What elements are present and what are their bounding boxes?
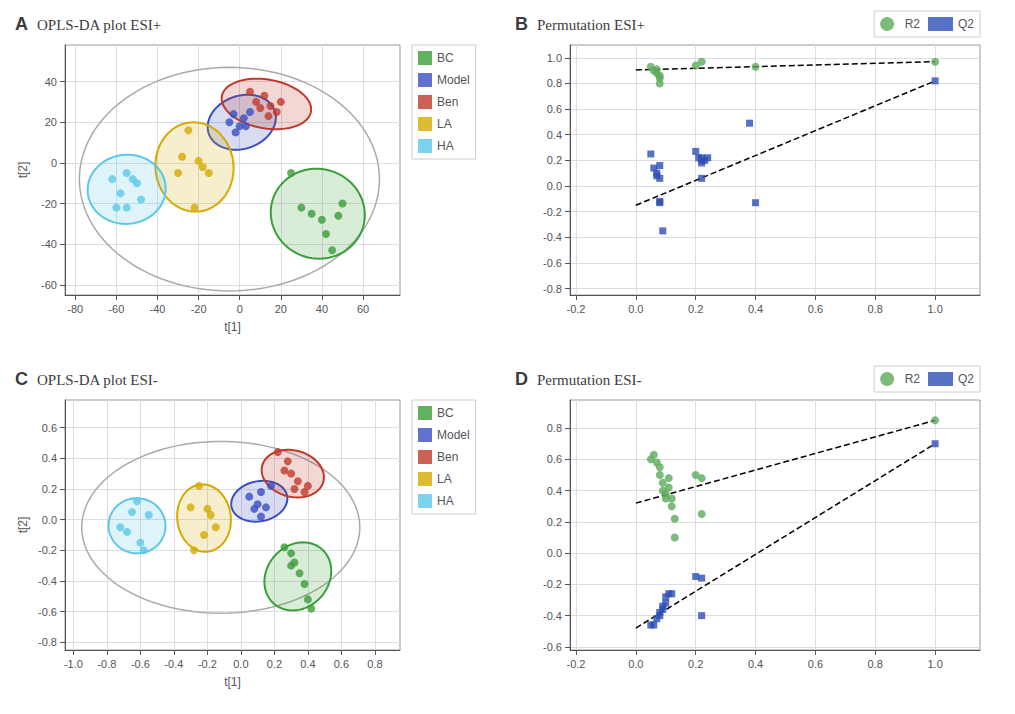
svg-text:t[2]: t[2]	[16, 162, 30, 179]
svg-text:0.4: 0.4	[42, 452, 57, 464]
svg-text:0.8: 0.8	[547, 77, 562, 89]
svg-text:0.0: 0.0	[233, 658, 248, 670]
svg-text:-0.2: -0.2	[198, 658, 217, 670]
svg-text:Q2: Q2	[958, 17, 974, 31]
svg-text:-0.8: -0.8	[97, 658, 116, 670]
svg-text:Ben: Ben	[437, 95, 458, 109]
svg-text:-0.6: -0.6	[543, 257, 562, 269]
svg-text:Model: Model	[437, 73, 470, 87]
svg-text:-0.6: -0.6	[38, 606, 57, 618]
svg-text:-20: -20	[41, 198, 57, 210]
svg-text:D: D	[515, 369, 528, 389]
svg-text:-0.8: -0.8	[543, 283, 562, 295]
svg-text:-60: -60	[41, 279, 57, 291]
svg-text:0.6: 0.6	[808, 658, 823, 670]
svg-text:-0.4: -0.4	[164, 658, 183, 670]
svg-text:t[1]: t[1]	[224, 675, 241, 689]
svg-text:0.8: 0.8	[868, 658, 883, 670]
svg-text:-0.4: -0.4	[543, 231, 562, 243]
svg-text:0.2: 0.2	[688, 303, 703, 315]
svg-text:0.6: 0.6	[334, 658, 349, 670]
svg-text:0.0: 0.0	[547, 180, 562, 192]
svg-text:-0.4: -0.4	[38, 575, 57, 587]
svg-text:Permutation ESI+: Permutation ESI+	[537, 17, 645, 33]
svg-text:HA: HA	[437, 494, 454, 508]
svg-text:0.8: 0.8	[868, 303, 883, 315]
svg-text:0.2: 0.2	[547, 516, 562, 528]
svg-text:LA: LA	[437, 117, 452, 131]
svg-text:R2: R2	[905, 372, 921, 386]
svg-text:0.8: 0.8	[367, 658, 382, 670]
svg-text:0.4: 0.4	[748, 658, 763, 670]
svg-text:0.4: 0.4	[547, 485, 562, 497]
svg-text:0.6: 0.6	[808, 303, 823, 315]
svg-text:0.2: 0.2	[547, 154, 562, 166]
svg-text:BC: BC	[437, 51, 454, 65]
svg-text:-0.6: -0.6	[543, 641, 562, 653]
svg-text:Permutation ESI-: Permutation ESI-	[537, 372, 642, 388]
svg-text:0: 0	[51, 157, 57, 169]
svg-text:0.6: 0.6	[42, 422, 57, 434]
svg-text:0.4: 0.4	[748, 303, 763, 315]
svg-text:1.0: 1.0	[547, 52, 562, 64]
svg-text:-0.2: -0.2	[38, 544, 57, 556]
svg-text:0.4: 0.4	[547, 129, 562, 141]
svg-text:A: A	[15, 14, 28, 34]
svg-text:OPLS-DA plot ESI-: OPLS-DA plot ESI-	[37, 372, 158, 388]
svg-text:60: 60	[357, 303, 369, 315]
svg-text:-40: -40	[41, 238, 57, 250]
svg-text:0.6: 0.6	[547, 453, 562, 465]
svg-text:0.8: 0.8	[547, 422, 562, 434]
svg-text:OPLS-DA plot ESI+: OPLS-DA plot ESI+	[37, 17, 161, 33]
svg-text:t[2]: t[2]	[16, 517, 30, 534]
svg-text:-1.0: -1.0	[64, 658, 83, 670]
svg-text:-0.2: -0.2	[567, 303, 586, 315]
svg-text:-0.4: -0.4	[543, 610, 562, 622]
svg-text:-0.2: -0.2	[543, 206, 562, 218]
svg-text:0.0: 0.0	[628, 658, 643, 670]
svg-text:Ben: Ben	[437, 450, 458, 464]
svg-text:1.0: 1.0	[927, 658, 942, 670]
svg-text:40: 40	[45, 76, 57, 88]
svg-text:-40: -40	[150, 303, 166, 315]
svg-text:-0.8: -0.8	[38, 636, 57, 648]
svg-text:-0.6: -0.6	[131, 658, 150, 670]
svg-text:HA: HA	[437, 139, 454, 153]
svg-text:B: B	[515, 14, 528, 34]
svg-text:0.0: 0.0	[628, 303, 643, 315]
svg-text:20: 20	[275, 303, 287, 315]
svg-text:0.4: 0.4	[300, 658, 315, 670]
svg-text:Model: Model	[437, 428, 470, 442]
svg-text:0.2: 0.2	[42, 483, 57, 495]
svg-text:0.6: 0.6	[547, 103, 562, 115]
svg-text:Q2: Q2	[958, 372, 974, 386]
svg-text:-20: -20	[191, 303, 207, 315]
svg-text:LA: LA	[437, 472, 452, 486]
svg-text:t[1]: t[1]	[224, 320, 241, 334]
svg-text:-0.2: -0.2	[543, 578, 562, 590]
svg-text:0.2: 0.2	[688, 658, 703, 670]
svg-text:0.0: 0.0	[547, 547, 562, 559]
svg-text:R2: R2	[905, 17, 921, 31]
svg-text:C: C	[15, 369, 28, 389]
svg-text:0: 0	[237, 303, 243, 315]
svg-text:0.2: 0.2	[267, 658, 282, 670]
svg-text:0.0: 0.0	[42, 514, 57, 526]
svg-text:-60: -60	[108, 303, 124, 315]
svg-text:BC: BC	[437, 406, 454, 420]
svg-text:-0.2: -0.2	[567, 658, 586, 670]
svg-text:40: 40	[316, 303, 328, 315]
svg-text:-80: -80	[67, 303, 83, 315]
svg-text:1.0: 1.0	[927, 303, 942, 315]
svg-text:20: 20	[45, 116, 57, 128]
